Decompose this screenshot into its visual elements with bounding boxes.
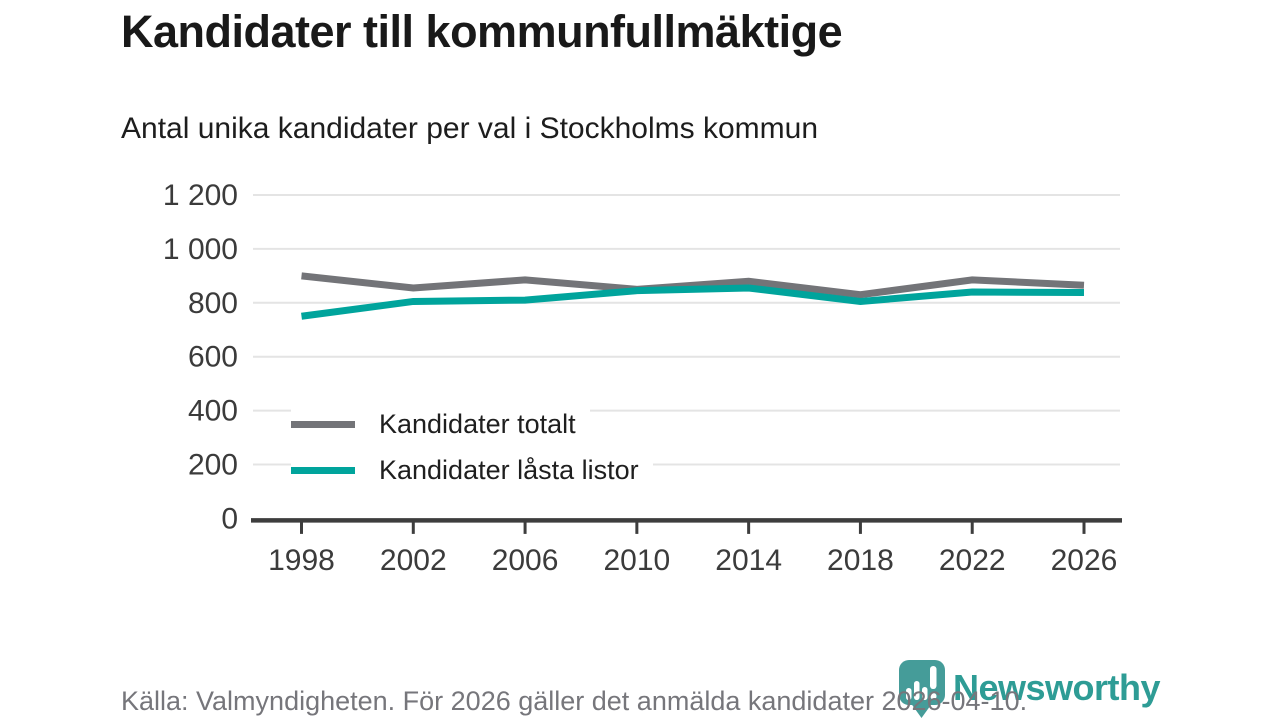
legend-label-total: Kandidater totalt	[379, 408, 576, 439]
series-line-locked	[301, 284, 1085, 320]
newsworthy-wordmark: Newsworthy	[953, 667, 1161, 708]
x-axis-tick-label: 2022	[939, 544, 1006, 577]
x-axis-tick-label: 2002	[380, 544, 447, 577]
x-axis-tick-label: 2006	[492, 544, 559, 577]
y-axis-tick-label: 0	[221, 502, 238, 535]
legend-swatch-total-icon	[291, 420, 355, 428]
chart-subtitle: Antal unika kandidater per val i Stockho…	[121, 112, 819, 145]
x-axis-tick-label: 2010	[603, 544, 670, 577]
x-axis-tick-label: 2018	[827, 544, 894, 577]
legend-item-total: Kandidater totalt	[291, 407, 590, 441]
legend-label-locked: Kandidater låsta listor	[379, 454, 639, 485]
x-axis-tick-label: 2026	[1051, 544, 1118, 577]
series-line-total	[301, 272, 1085, 299]
page-title: Kandidater till kommunfullmäktige	[121, 6, 843, 57]
legend-swatch-locked-icon	[291, 466, 355, 474]
legend-item-locked: Kandidater låsta listor	[291, 453, 653, 487]
x-axis-tick-label: 2014	[715, 544, 782, 577]
x-axis-tick-label: 1998	[268, 544, 335, 577]
footer-source: Källa: Valmyndigheten. För 2026 gäller d…	[121, 686, 1028, 716]
y-axis-tick-label: 800	[188, 287, 238, 320]
y-axis-tick-label: 1 200	[163, 179, 238, 212]
y-axis-tick-label: 600	[188, 341, 238, 374]
newsworthy-pin-barchart-icon	[899, 660, 945, 718]
y-axis-tick-label: 1 000	[163, 233, 238, 266]
y-axis-tick-label: 200	[188, 449, 238, 482]
y-axis-tick-label: 400	[188, 395, 238, 428]
